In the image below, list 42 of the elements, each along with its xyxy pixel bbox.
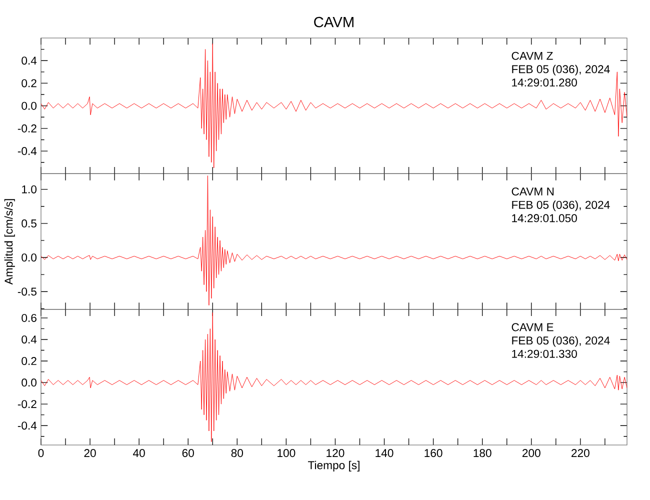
chart-title: CAVM: [314, 16, 354, 28]
y-tick-label: 0.0: [22, 378, 37, 387]
y-tick-label: 0.2: [22, 79, 36, 88]
line-series: [41, 312, 628, 442]
x-tick-label: 200: [522, 449, 540, 458]
x-tick-label: 80: [231, 449, 244, 458]
x-tick-label: 40: [133, 449, 145, 458]
annotation: FEB 05 (036), 2024: [512, 200, 610, 212]
y-tick-label: -0.5: [18, 288, 36, 296]
y-tick-label: -0.4: [18, 422, 37, 430]
annotation: FEB 05 (036), 2024: [512, 64, 610, 76]
line-series: [41, 43, 628, 168]
y-tick-label: 0.0: [22, 254, 37, 262]
y-tick-label: 0.2: [22, 357, 36, 366]
x-tick-label: 180: [474, 449, 492, 458]
line-series: [41, 175, 628, 306]
x-tick-label: 120: [326, 449, 344, 458]
y-tick-label: 0.5: [22, 219, 36, 228]
y-tick-label: 0.0: [22, 102, 37, 110]
y-tick-label: -0.2: [18, 400, 36, 408]
y-axis-title: Amplitud [cm/s/s]: [4, 199, 15, 285]
y-tick-label: -0.4: [18, 147, 37, 156]
y-tick-label: 1.0: [22, 185, 37, 194]
x-tick-label: 220: [572, 449, 590, 458]
x-axis-title: Tiempo [s]: [308, 460, 360, 472]
y-tick-label: 0.4: [22, 335, 37, 344]
annotation: CAVM Z: [512, 52, 553, 60]
annotation: FEB 05 (036), 2024: [512, 336, 610, 347]
annotation: 14:29:01.050: [512, 214, 577, 222]
annotation: CAVM E: [512, 323, 554, 332]
annotation: CAVM N: [512, 188, 554, 196]
y-tick-label: -0.2: [18, 124, 36, 132]
x-tick-label: 20: [84, 449, 96, 458]
y-tick-label: 0.4: [22, 56, 37, 65]
x-tick-label: 160: [424, 449, 442, 458]
x-tick-label: 100: [278, 449, 296, 458]
x-tick-label: 140: [376, 449, 394, 458]
x-tick-label: 0: [38, 449, 44, 458]
annotation: 14:29:01.280: [512, 78, 577, 87]
y-tick-label: 0.6: [22, 314, 36, 322]
annotation: 14:29:01.330: [512, 350, 577, 358]
x-tick-label: 60: [182, 449, 194, 458]
